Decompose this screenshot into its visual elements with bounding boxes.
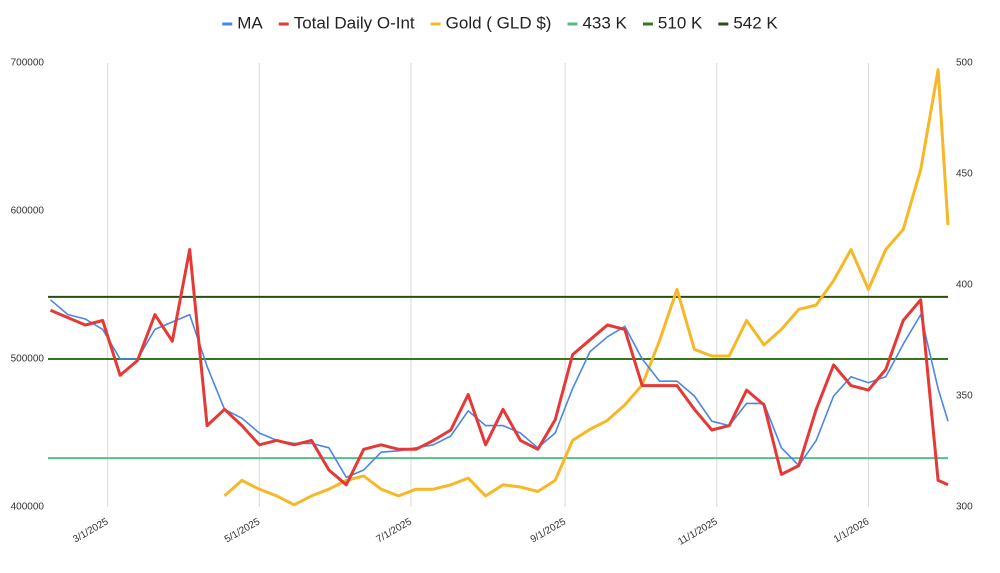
x-tick-label: 1/1/2026 bbox=[832, 516, 872, 545]
legend-label: Gold ( GLD $) bbox=[446, 13, 552, 32]
x-tick-label: 5/1/2025 bbox=[223, 516, 263, 545]
legend-label: MA bbox=[237, 13, 263, 32]
legend-label: 542 K bbox=[733, 13, 778, 32]
legend-label: Total Daily O-Int bbox=[294, 13, 415, 32]
y-tick-label: 600000 bbox=[11, 206, 45, 217]
y2-tick-label: 450 bbox=[956, 169, 973, 180]
legend: MA Total Daily O-Int Gold ( GLD $) 433 K 510… bbox=[222, 13, 778, 32]
x-tick-label: 11/1/2025 bbox=[676, 516, 720, 548]
y2-tick-label: 300 bbox=[956, 502, 973, 513]
legend-label: 433 K bbox=[582, 13, 627, 32]
x-tick-label: 9/1/2025 bbox=[529, 516, 569, 545]
series-line bbox=[223, 68, 950, 507]
series-line bbox=[49, 299, 949, 479]
series-line bbox=[49, 248, 949, 487]
y2-tick-label: 350 bbox=[956, 391, 973, 402]
y-tick-label: 700000 bbox=[11, 58, 45, 69]
legend-label: 510 K bbox=[658, 13, 703, 32]
y2-tick-label: 500 bbox=[956, 58, 973, 69]
x-tick-label: 3/1/2025 bbox=[71, 516, 111, 545]
y-tick-label: 500000 bbox=[11, 354, 45, 365]
y2-tick-label: 400 bbox=[956, 280, 973, 291]
x-tick-label: 7/1/2025 bbox=[375, 516, 415, 545]
y-tick-label: 400000 bbox=[11, 502, 45, 513]
